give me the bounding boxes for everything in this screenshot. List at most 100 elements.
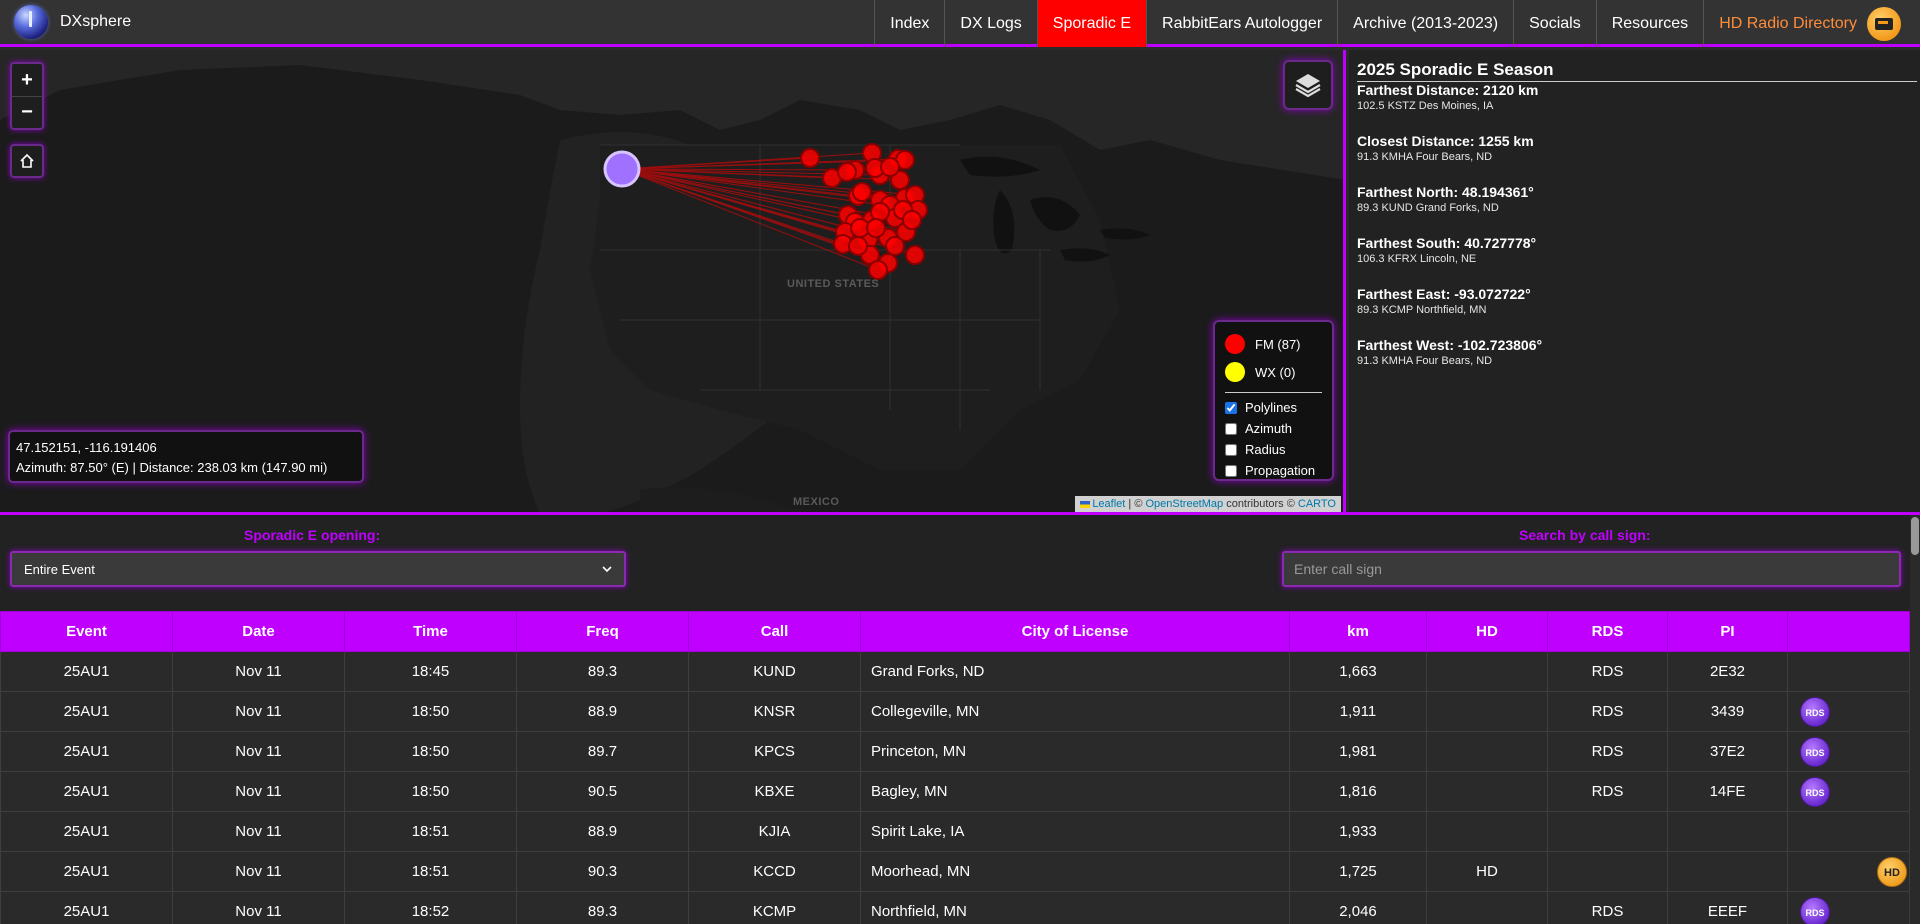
cell-rds: RDS bbox=[1547, 891, 1668, 924]
col-event[interactable]: Event bbox=[0, 611, 173, 652]
page-scrollbar[interactable] bbox=[1910, 515, 1920, 924]
cell-time: 18:50 bbox=[344, 771, 517, 812]
zoom-out-button[interactable]: − bbox=[12, 96, 42, 128]
cell-event: 25AU1 bbox=[0, 891, 173, 924]
map[interactable]: UNITED STATES MEXICO + − 47.152151, -116… bbox=[0, 50, 1346, 514]
table-header-row: Event Date Time Freq Call City of Licens… bbox=[0, 611, 1910, 652]
nav-sporadic-e[interactable]: Sporadic E bbox=[1036, 0, 1147, 47]
col-hd[interactable]: HD bbox=[1426, 611, 1548, 652]
radius-checkbox[interactable] bbox=[1225, 443, 1237, 456]
cell-freq: 88.9 bbox=[516, 811, 689, 852]
callsign-search-input[interactable] bbox=[1282, 551, 1901, 587]
opening-select[interactable]: Entire Event bbox=[10, 551, 626, 587]
cell-freq: 90.5 bbox=[516, 771, 689, 812]
table-row[interactable]: 25AU1 Nov 11 18:50 90.5 KBXE Bagley, MN 1,816 R… bbox=[0, 771, 1910, 812]
rds-badge-icon[interactable]: RDS bbox=[1800, 896, 1830, 924]
season-title: 2025 Sporadic E Season bbox=[1357, 60, 1917, 82]
home-button[interactable] bbox=[10, 144, 44, 178]
radius-toggle[interactable]: Radius bbox=[1225, 439, 1322, 460]
nav-hd-radio-directory[interactable]: HD Radio Directory bbox=[1703, 0, 1920, 47]
nav-index[interactable]: Index bbox=[874, 0, 944, 47]
cell-time: 18:50 bbox=[344, 731, 517, 772]
nav-dx-logs[interactable]: DX Logs bbox=[944, 0, 1036, 47]
cell-badge: HD bbox=[1787, 851, 1910, 892]
brand-name: DXsphere bbox=[60, 13, 132, 30]
propagation-checkbox[interactable] bbox=[1225, 464, 1237, 477]
coordinate-text: 47.152151, -116.191406 bbox=[16, 440, 157, 455]
stat-sub: 89.3 KUND Grand Forks, ND bbox=[1357, 202, 1499, 214]
cell-pi: 2E32 bbox=[1667, 651, 1788, 692]
coordinate-readout: 47.152151, -116.191406 Azimuth: 87.50° (… bbox=[8, 430, 364, 483]
cell-badge: RDS bbox=[1787, 691, 1910, 732]
col-freq[interactable]: Freq bbox=[516, 611, 689, 652]
table-row[interactable]: 25AU1 Nov 11 18:51 90.3 KCCD Moorhead, MN 1,72… bbox=[0, 851, 1910, 892]
azimuth-toggle[interactable]: Azimuth bbox=[1225, 418, 1322, 439]
section-divider bbox=[0, 512, 1920, 515]
zoom-in-button[interactable]: + bbox=[21, 68, 33, 91]
leaflet-link[interactable]: Leaflet bbox=[1080, 498, 1128, 510]
table-row[interactable]: 25AU1 Nov 11 18:52 89.3 KCMP Northfield, MN 2,… bbox=[0, 891, 1910, 924]
rds-badge-icon[interactable]: RDS bbox=[1800, 736, 1830, 767]
stat-sub: 102.5 KSTZ Des Moines, IA bbox=[1357, 100, 1494, 112]
nav-archive[interactable]: Archive (2013-2023) bbox=[1337, 0, 1513, 47]
cell-call: KUND bbox=[688, 651, 861, 692]
azimuth-distance-text: Azimuth: 87.50° (E) | Distance: 238.03 k… bbox=[16, 460, 328, 475]
nav-rabbitears-autologger[interactable]: RabbitEars Autologger bbox=[1146, 0, 1337, 47]
cell-badge bbox=[1787, 651, 1910, 692]
table-row[interactable]: 25AU1 Nov 11 18:50 88.9 KNSR Collegeville, MN… bbox=[0, 691, 1910, 732]
table-row[interactable]: 25AU1 Nov 11 18:45 89.3 KUND Grand Forks, ND 1… bbox=[0, 651, 1910, 692]
opening-label: Sporadic E opening: bbox=[244, 527, 381, 543]
radio-icon bbox=[1867, 6, 1901, 41]
cell-km: 1,981 bbox=[1289, 731, 1427, 772]
col-time[interactable]: Time bbox=[344, 611, 517, 652]
scrollbar-thumb[interactable] bbox=[1911, 517, 1919, 555]
search-label: Search by call sign: bbox=[1519, 527, 1651, 543]
cell-call: KBXE bbox=[688, 771, 861, 812]
cell-badge: RDS bbox=[1787, 731, 1910, 772]
cell-event: 25AU1 bbox=[0, 691, 173, 732]
nav-links: Index DX Logs Sporadic E RabbitEars Auto… bbox=[874, 0, 1920, 47]
rds-badge-icon[interactable]: RDS bbox=[1800, 776, 1830, 807]
cell-call: KNSR bbox=[688, 691, 861, 732]
cell-date: Nov 11 bbox=[172, 691, 345, 732]
season-stats-panel: 2025 Sporadic E Season Farthest Distance… bbox=[1349, 50, 1920, 514]
table-row[interactable]: 25AU1 Nov 11 18:50 89.7 KPCS Princeton, MN 1,9… bbox=[0, 731, 1910, 772]
carto-link[interactable]: CARTO bbox=[1297, 498, 1336, 510]
propagation-label: Propagation bbox=[1245, 463, 1316, 478]
azimuth-checkbox[interactable] bbox=[1225, 422, 1237, 435]
cell-call: KJIA bbox=[688, 811, 861, 852]
azimuth-label: Azimuth bbox=[1245, 421, 1292, 436]
rds-badge-icon[interactable]: RDS bbox=[1800, 696, 1830, 727]
cell-time: 18:50 bbox=[344, 691, 517, 732]
col-date[interactable]: Date bbox=[172, 611, 345, 652]
filters-bar: Sporadic E opening: Entire Event Search … bbox=[0, 515, 1920, 611]
layers-button[interactable] bbox=[1283, 60, 1333, 110]
globe-logo-icon bbox=[14, 5, 48, 39]
col-call[interactable]: Call bbox=[688, 611, 861, 652]
nav-resources[interactable]: Resources bbox=[1595, 0, 1703, 47]
osm-link[interactable]: OpenStreetMap bbox=[1145, 498, 1224, 510]
cell-city: Spirit Lake, IA bbox=[860, 811, 1290, 852]
cell-time: 18:45 bbox=[344, 651, 517, 692]
stat-farthest-east: Farthest East: -93.072722° 89.3 KCMP Nor… bbox=[1357, 286, 1912, 317]
polylines-checkbox[interactable] bbox=[1225, 401, 1237, 414]
col-rds[interactable]: RDS bbox=[1547, 611, 1668, 652]
propagation-toggle[interactable]: Propagation bbox=[1225, 460, 1322, 481]
station-markers[interactable] bbox=[0, 50, 1346, 514]
polylines-toggle[interactable]: Polylines bbox=[1225, 397, 1322, 418]
col-km[interactable]: km bbox=[1289, 611, 1427, 652]
hd-badge-icon[interactable]: HD bbox=[1877, 856, 1907, 887]
nav-socials[interactable]: Socials bbox=[1513, 0, 1596, 47]
map-attribution: Leaflet | © OpenStreetMap contributors ©… bbox=[1075, 496, 1341, 514]
cell-freq: 89.3 bbox=[516, 651, 689, 692]
col-pi[interactable]: PI bbox=[1667, 611, 1788, 652]
cell-rds: RDS bbox=[1547, 731, 1668, 772]
label-united-states: UNITED STATES bbox=[787, 278, 880, 290]
table-row[interactable]: 25AU1 Nov 11 18:51 88.9 KJIA Spirit Lake, IA 1… bbox=[0, 811, 1910, 852]
cell-hd bbox=[1426, 731, 1548, 772]
col-city[interactable]: City of License bbox=[860, 611, 1290, 652]
cell-call: KCCD bbox=[688, 851, 861, 892]
col-badge bbox=[1787, 611, 1910, 652]
brand[interactable]: DXsphere bbox=[0, 0, 131, 44]
stat-sub: 91.3 KMHA Four Bears, ND bbox=[1357, 355, 1493, 367]
